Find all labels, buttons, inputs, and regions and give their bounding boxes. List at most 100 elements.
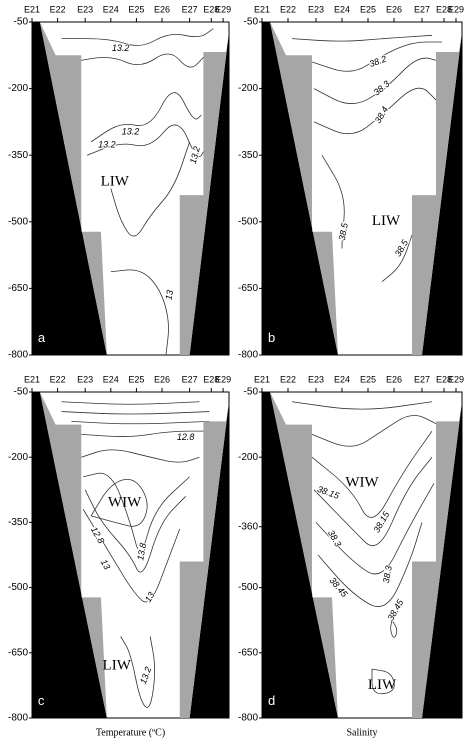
contour-line: [313, 456, 433, 547]
y-tick-label: -650: [238, 283, 258, 294]
bathymetry: [39, 22, 107, 355]
contour-line: [90, 92, 202, 143]
y-tick-label: -200: [8, 83, 28, 94]
x-axis-label: Salinity: [346, 727, 377, 738]
station-label: E26: [154, 374, 170, 384]
y-tick-label: -650: [8, 283, 28, 294]
label-bg: [164, 289, 175, 301]
y-tick-label: -50: [14, 17, 29, 28]
contour-label: 13.2: [112, 43, 130, 53]
label-bg: [138, 665, 153, 686]
y-tick-label: -50: [244, 17, 259, 28]
station-label: E27: [182, 374, 198, 384]
contour-label: 13: [163, 289, 175, 301]
label-bg: [337, 221, 350, 242]
contour-line: [313, 87, 439, 135]
y-tick-label: -500: [8, 582, 28, 593]
contour-line: [81, 449, 200, 463]
y-tick-label: -500: [238, 216, 258, 227]
station-label: E22: [50, 4, 66, 14]
station-label: E26: [386, 4, 402, 14]
station-label: E28: [203, 4, 219, 14]
station-label: E29: [448, 374, 464, 384]
station-label: E25: [360, 374, 376, 384]
y-tick-label: -350: [8, 517, 28, 528]
bathymetry: [32, 392, 107, 718]
contour-label: 13: [143, 590, 157, 604]
contour-label: 38.3: [381, 565, 394, 584]
water-mass-label: LIW: [368, 677, 397, 693]
bathymetry: [189, 401, 229, 718]
station-label: E24: [334, 4, 350, 14]
water-mass-label: WIW: [345, 475, 379, 491]
contour-line: [87, 124, 206, 158]
station-label: E24: [103, 4, 119, 14]
label-bg: [99, 558, 112, 571]
contour-line: [315, 483, 435, 575]
station-label: E21: [254, 374, 270, 384]
y-tick-label: -800: [238, 713, 258, 724]
y-tick-label: -200: [238, 452, 258, 463]
contour-line: [313, 57, 443, 104]
label-bg: [111, 44, 130, 53]
y-tick-label: -50: [244, 387, 259, 398]
station-label: E25: [128, 374, 144, 384]
station-label: E22: [50, 374, 66, 384]
water-mass-label: LIW: [101, 173, 130, 189]
contour-line: [61, 401, 200, 405]
bathymetry: [179, 401, 229, 718]
station-label: E28: [436, 4, 452, 14]
station-label: E21: [24, 4, 40, 14]
contour-line: [71, 53, 206, 68]
contour-line: [311, 430, 433, 518]
station-label: E29: [215, 4, 231, 14]
contour-line: [61, 411, 210, 415]
label-bg: [372, 79, 391, 97]
label-bg: [386, 597, 406, 622]
station-label: E22: [280, 374, 296, 384]
contour-line: [120, 636, 156, 708]
contour-line: [84, 489, 186, 573]
contour-label: 13: [99, 558, 113, 572]
panel: 13.2 13.2 13.2 13.2 13 LIW E21 E22 E23 E24 E25 E26 E…: [8, 4, 231, 360]
contour-line: [371, 668, 395, 695]
station-label: E29: [448, 4, 464, 14]
water-mass-label: LIW: [372, 213, 401, 229]
panel-letter: d: [268, 693, 275, 708]
contour-label: 13.2: [188, 145, 202, 165]
contour-label: 13.2: [122, 126, 140, 136]
y-tick-label: -350: [238, 150, 258, 161]
y-tick-label: -200: [238, 83, 258, 94]
contour-line: [291, 34, 433, 42]
y-tick-label: -200: [8, 452, 28, 463]
station-label: E24: [334, 374, 350, 384]
contours: [262, 22, 462, 355]
contour-line: [291, 401, 433, 410]
contours: [32, 22, 229, 355]
station-label: E26: [386, 374, 402, 384]
water-mass-label: WIW: [108, 494, 142, 510]
contour-line: [71, 420, 210, 425]
station-label: E23: [77, 374, 93, 384]
contour-label: 13.8: [135, 542, 148, 561]
station-label: E21: [24, 374, 40, 384]
contour-label: 38.5: [337, 221, 350, 241]
label-bg: [381, 565, 393, 584]
contour-line: [61, 28, 214, 46]
label-bg: [176, 433, 195, 442]
label-bg: [328, 575, 350, 600]
x-axis-label: Temperature (ºC): [96, 727, 165, 738]
y-tick-label: -650: [238, 647, 258, 658]
station-label: E28: [203, 374, 219, 384]
bathymetry: [412, 401, 462, 718]
panel-letter: a: [38, 330, 46, 345]
y-tick-label: -800: [238, 350, 258, 361]
station-label: E29: [215, 374, 231, 384]
y-tick-label: -800: [8, 713, 28, 724]
contour-line: [317, 522, 423, 607]
contour-line: [83, 472, 190, 551]
station-label: E26: [154, 4, 170, 14]
